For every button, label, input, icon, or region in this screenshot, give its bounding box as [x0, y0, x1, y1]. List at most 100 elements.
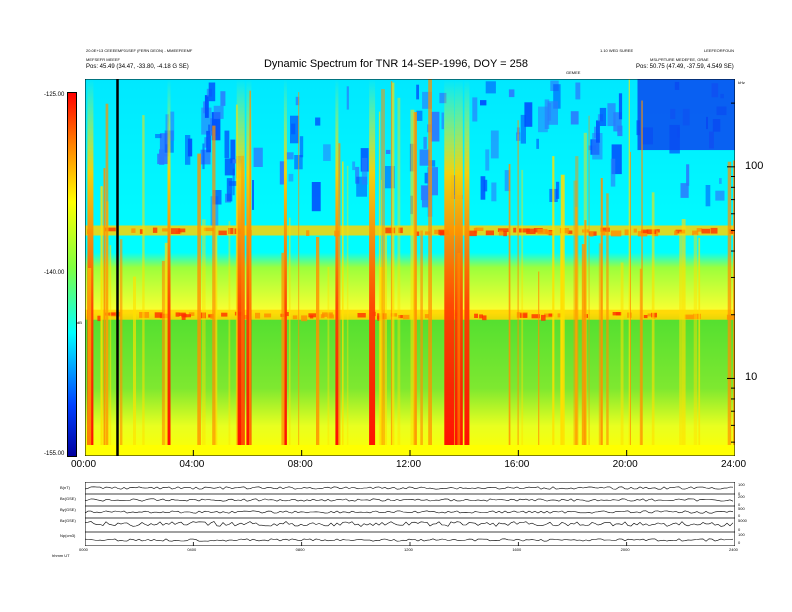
radio-streak [109, 245, 112, 456]
radio-streak [105, 103, 109, 456]
x-tick-1: 04:00 [179, 459, 205, 470]
emission-band-spot [546, 231, 554, 235]
emission-band-spot [398, 315, 403, 319]
emission-band-spot [526, 228, 536, 234]
panel-x-tick-3: 1200 [404, 547, 413, 552]
radio-streak [693, 234, 698, 456]
emission-band-spot [131, 228, 136, 233]
radio-streak [390, 81, 393, 456]
x-tick-6: 24:00 [721, 459, 747, 470]
x-tick-5: 20:00 [612, 459, 638, 470]
low-intensity-patch [202, 143, 205, 170]
radio-streak [560, 174, 565, 456]
emission-band-spot [513, 227, 517, 233]
low-intensity-patch [288, 173, 294, 182]
emission-band-spot [139, 229, 143, 234]
panel-trace [85, 521, 734, 527]
emission-band-spot [178, 228, 186, 233]
emission-band-spot [729, 229, 735, 234]
low-intensity-patch [212, 190, 222, 205]
emission-band-spot [567, 230, 573, 234]
low-intensity-patch [204, 137, 208, 148]
radio-streak [380, 179, 382, 456]
emission-band-spot [647, 313, 654, 317]
low-intensity-patch [157, 153, 168, 165]
low-intensity-patch [295, 96, 300, 106]
radio-streak [142, 115, 145, 456]
low-intensity-patch [547, 101, 558, 125]
emission-band-spot [398, 227, 403, 234]
panel-label-2: By(GSE) [60, 507, 76, 512]
emission-band [85, 225, 735, 236]
colorbar-tick-top: -125.00 [44, 92, 65, 98]
radio-streak [212, 125, 216, 456]
radio-streak [392, 82, 395, 456]
low-intensity-patch [232, 168, 235, 196]
low-intensity-patch [220, 91, 226, 106]
panel-right-tick-2b: 0 [738, 513, 741, 518]
spectrum-background [85, 79, 735, 456]
header-left-line2: MEFSEFR MEEEF [86, 57, 121, 62]
radio-streak [517, 120, 519, 456]
low-intensity-patch [165, 114, 170, 145]
emission-band-spot [624, 229, 629, 236]
low-intensity-patch [617, 125, 623, 137]
header-mid-label: GEMEE [566, 70, 581, 75]
radio-streak [100, 186, 103, 456]
low-intensity-patch [253, 147, 263, 167]
emission-band-spot [301, 315, 308, 322]
radio-streak [639, 268, 642, 456]
radio-streak [346, 165, 349, 456]
panel-footer: hhmm UT [52, 553, 70, 558]
low-intensity-patch [185, 135, 191, 165]
emission-band-spot [541, 314, 546, 321]
radio-streak [600, 178, 603, 456]
radio-streak [575, 156, 579, 456]
panel-label-3: Bz(GSE) [60, 518, 76, 523]
low-intensity-patch [315, 117, 321, 126]
emission-band-spot [696, 228, 703, 232]
radio-streak [628, 79, 630, 456]
emission-band-spot [97, 315, 101, 322]
emission-band-spot [357, 313, 366, 318]
low-intensity-patch [520, 114, 526, 144]
radio-streak [651, 192, 655, 456]
low-intensity-patch [719, 178, 722, 184]
low-intensity-patch [680, 183, 689, 198]
panel-label-1: Bx(GSE) [60, 496, 76, 501]
low-intensity-patch [439, 92, 447, 104]
emission-band-spot [403, 314, 410, 320]
low-intensity-patch [299, 136, 304, 158]
radio-burst [335, 79, 339, 456]
radio-streak [508, 164, 511, 456]
low-intensity-patch [159, 133, 169, 157]
radio-streak [119, 239, 123, 456]
emission-band-spot [498, 230, 504, 236]
emission-band-spot [537, 228, 548, 235]
radio-streak [327, 266, 330, 456]
x-tick-0: 00:00 [71, 459, 97, 470]
radio-streak [727, 161, 732, 456]
low-intensity-patch [170, 111, 175, 141]
radio-streak [161, 260, 166, 456]
low-intensity-patch [416, 110, 423, 121]
emission-band-spot [602, 230, 606, 236]
emission-band-spot [154, 312, 164, 318]
radio-streak [87, 268, 92, 456]
low-intensity-patch [226, 178, 233, 202]
low-intensity-patch [211, 112, 221, 141]
panel-right-tick-0b: 0 [738, 491, 741, 496]
emission-band-spot [475, 227, 484, 231]
low-intensity-patch [356, 176, 367, 197]
low-intensity-patch [491, 182, 497, 202]
emission-band-spot [548, 313, 554, 317]
emission-band-spot [425, 231, 431, 235]
radio-streak [733, 160, 735, 456]
header-left-line1: 20.0E+13 CEEEEMF01SEF (FERN DEON) - MMEE… [86, 48, 193, 53]
radio-streak [342, 161, 344, 456]
emission-band-spot [503, 231, 507, 237]
emission-band-spot [438, 229, 449, 235]
panel-right-tick-2a: 500 [738, 506, 745, 511]
radio-streak [681, 219, 686, 456]
low-intensity-patch [553, 84, 561, 109]
